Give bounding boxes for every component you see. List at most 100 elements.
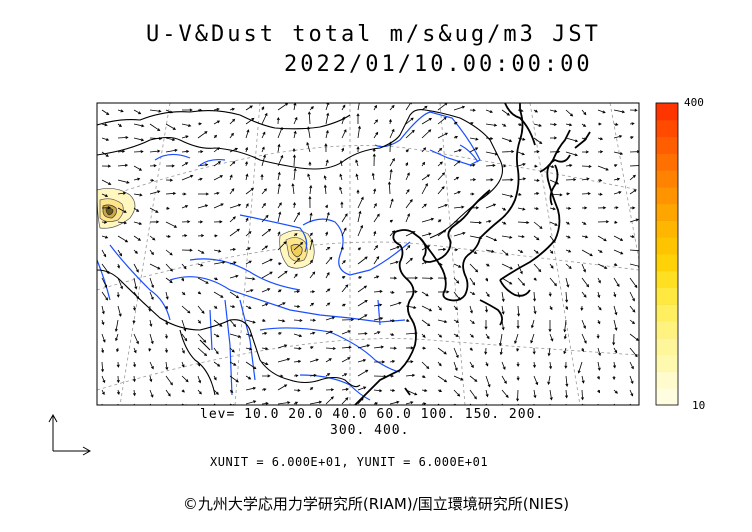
wind-vector [501, 193, 514, 198]
wind-vector [565, 221, 570, 225]
wind-vector [469, 206, 480, 210]
wind-vector [565, 151, 579, 157]
wind-vector [453, 375, 464, 381]
wind-vector [149, 123, 161, 132]
wind-vector [181, 333, 188, 342]
wind-vector [132, 319, 136, 324]
wind-vector [501, 319, 505, 331]
colorbar-swatch [656, 220, 678, 238]
wind-vector [357, 299, 368, 307]
wind-vector [437, 229, 447, 237]
wind-vector [101, 305, 105, 315]
wind-vector [517, 249, 524, 253]
wind-vector [101, 220, 108, 224]
wind-vector [229, 305, 236, 309]
wind-vector [405, 189, 410, 195]
wind-vector [181, 403, 187, 405]
colorbar-swatch [656, 388, 678, 406]
wind-vector [580, 389, 585, 401]
wind-vector [549, 207, 556, 211]
wind-vector [547, 375, 551, 386]
wind-vector [437, 361, 442, 367]
wind-vector [213, 305, 218, 309]
wind-vector [341, 303, 346, 307]
wind-vector [485, 263, 490, 267]
wind-vector [213, 107, 220, 111]
wind-vector [245, 203, 249, 209]
wind-vector [149, 249, 154, 256]
wind-vector [629, 361, 634, 370]
wind-vector [325, 159, 329, 167]
wind-vector [149, 220, 160, 224]
wind-vector [325, 373, 331, 377]
wind-vector [277, 103, 289, 111]
wind-vector [629, 108, 638, 112]
wind-vector [484, 320, 488, 330]
wind-vector [565, 123, 573, 127]
wind-vector [387, 181, 391, 195]
wind-vector [581, 164, 592, 168]
wind-vector [181, 174, 194, 181]
wind-vector [306, 141, 311, 153]
wind-vector [597, 165, 609, 171]
wind-vector [149, 149, 161, 153]
wind-vector [213, 203, 224, 209]
wind-vector [453, 105, 466, 111]
wind-vector [101, 151, 109, 157]
wind-vector [421, 361, 430, 370]
wind-vector [405, 149, 409, 153]
wind-vector [101, 319, 105, 326]
wind-vector [165, 277, 173, 284]
wind-vector [549, 193, 563, 197]
wind-vector [373, 275, 380, 279]
wind-vector [533, 192, 540, 196]
wind-vector [598, 122, 602, 126]
wind-vector [485, 151, 499, 156]
wind-vector [101, 235, 109, 239]
wind-vector [405, 318, 410, 322]
wind-vector [563, 319, 567, 333]
wind-vector [133, 347, 137, 354]
wind-vector [613, 347, 618, 354]
wind-vector [309, 302, 315, 307]
wind-vector [133, 177, 141, 181]
map-title: U-V&Dust total m/s&ug/m3 JST [146, 22, 601, 47]
wind-vector [389, 230, 395, 237]
wind-vector [181, 291, 186, 296]
wind-vector [453, 190, 461, 195]
wind-vector [405, 401, 414, 405]
wind-vector [116, 361, 120, 368]
wind-vector [213, 291, 224, 298]
wind-vector [629, 174, 636, 181]
wind-vector [229, 248, 237, 252]
wind-vector [532, 347, 536, 355]
wind-vector [164, 347, 168, 354]
wind-vector [533, 375, 539, 386]
wind-vector [277, 357, 291, 363]
wind-vector [245, 217, 249, 223]
wind-vector [277, 344, 288, 349]
wind-vector [629, 389, 634, 397]
wind-vector [469, 277, 476, 286]
wind-vector [563, 333, 567, 340]
wind-vector [117, 249, 123, 257]
wind-vector [549, 305, 553, 311]
wind-vector [499, 347, 503, 356]
wind-vector [453, 160, 461, 167]
wind-vector [116, 375, 120, 384]
wind-vector [261, 106, 265, 111]
wind-vector [309, 106, 314, 111]
wind-vector [181, 347, 185, 354]
wind-vector [501, 123, 507, 127]
wind-vector [181, 375, 189, 383]
wind-vector [373, 213, 380, 223]
wind-vector [277, 126, 283, 139]
wind-vector [229, 203, 242, 209]
wind-vector [165, 206, 170, 210]
wind-vector [565, 277, 570, 288]
wind-vector [245, 347, 253, 351]
wind-vector [261, 258, 273, 265]
wind-vector [629, 218, 639, 223]
wind-vector [245, 247, 251, 251]
wind-vector [325, 211, 330, 223]
